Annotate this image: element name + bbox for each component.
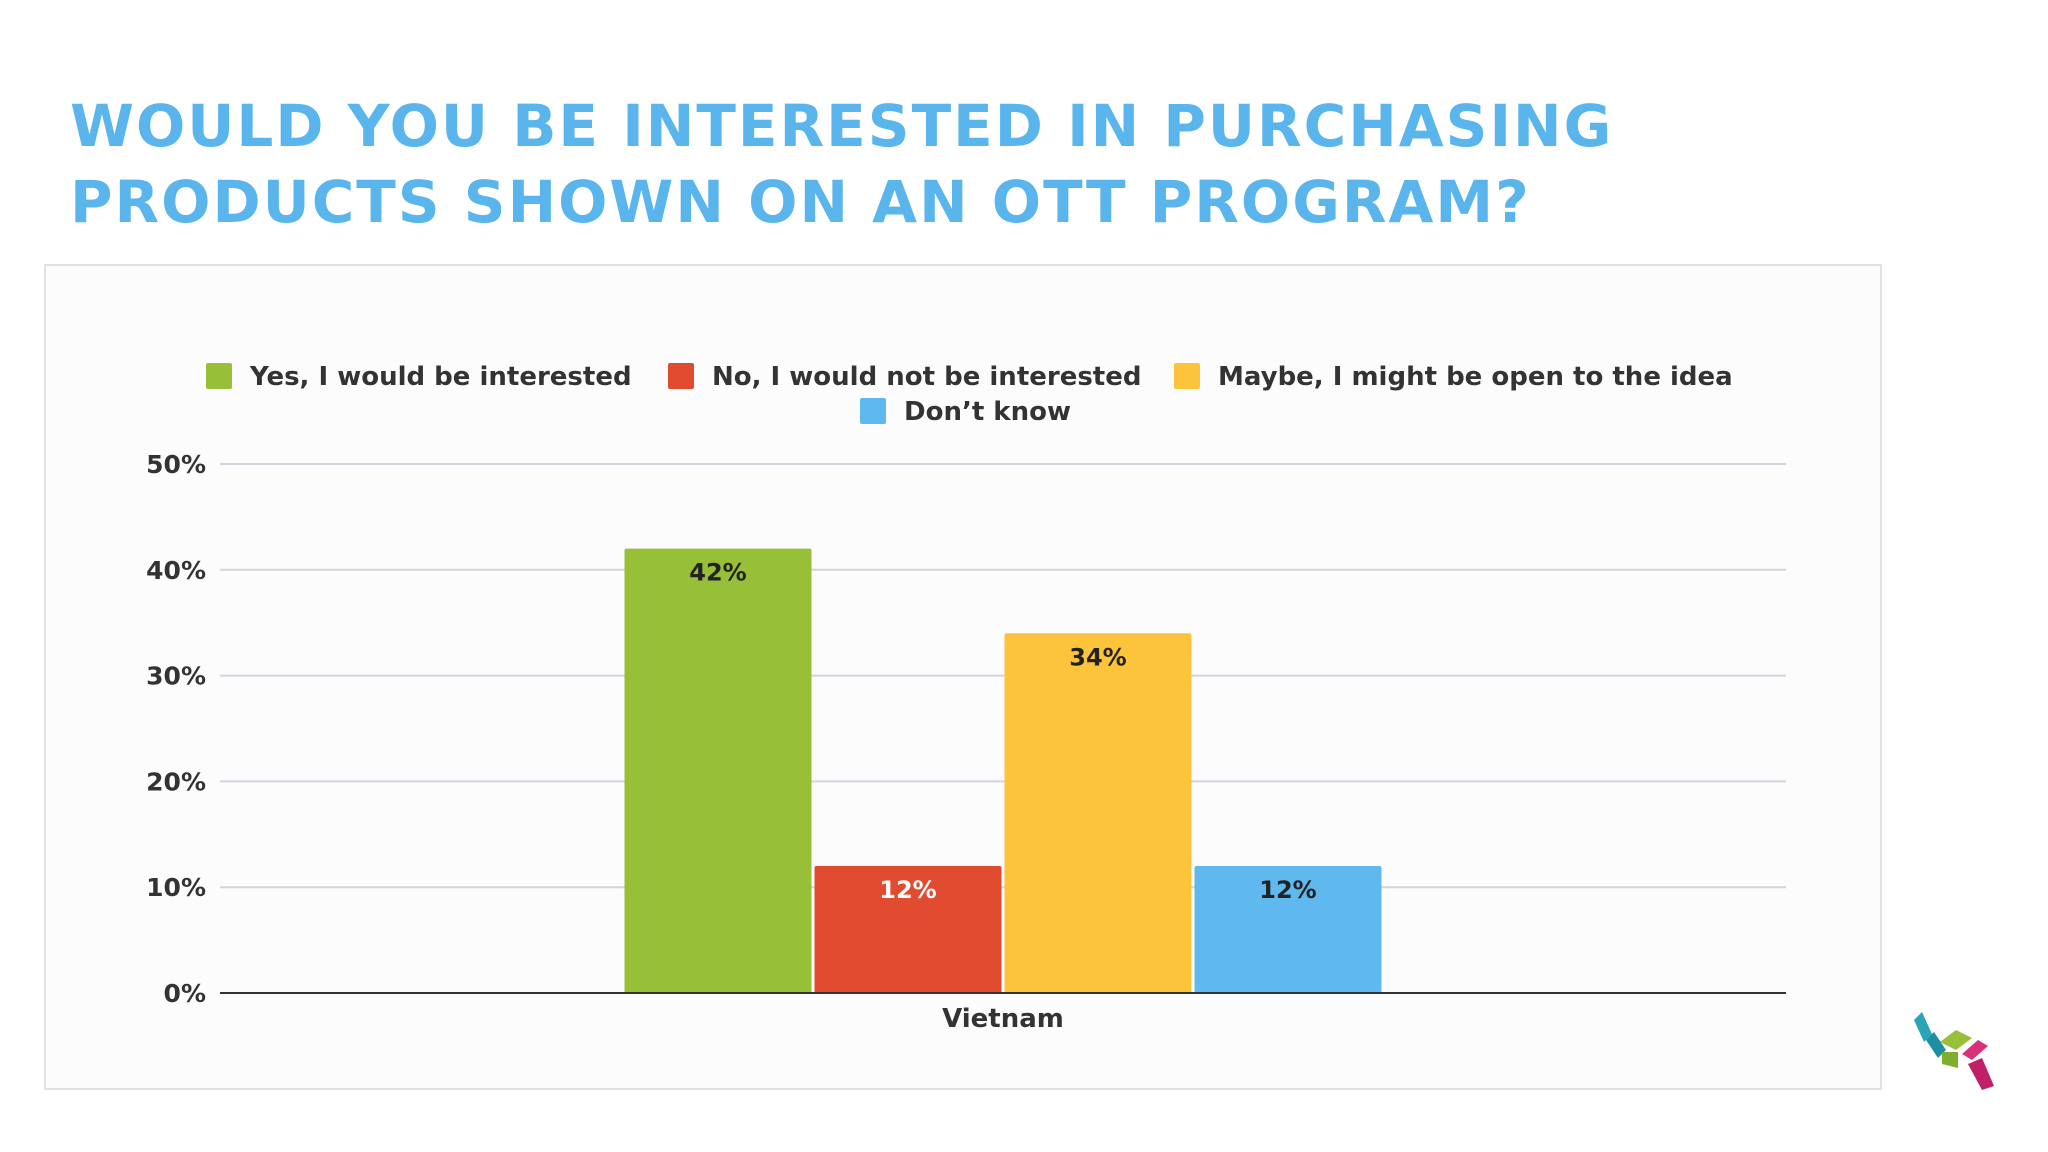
y-tick-label: 10% (146, 873, 206, 902)
y-tick-label: 50% (146, 450, 206, 479)
x-tick-label: Vietnam (942, 1004, 1064, 1034)
legend-swatch (860, 398, 886, 424)
y-tick-label: 30% (146, 662, 206, 691)
data-label: 42% (689, 559, 746, 587)
y-tick-label: 20% (146, 767, 206, 796)
bar (1004, 633, 1192, 993)
bar (814, 866, 1002, 993)
data-label: 12% (1259, 876, 1316, 904)
bar (624, 548, 812, 993)
bar (1194, 866, 1382, 993)
legend-swatch (668, 363, 694, 389)
legend-swatch (206, 363, 232, 389)
data-label: 34% (1069, 643, 1126, 671)
legend-label: Yes, I would be interested (249, 362, 632, 392)
cube-logo-icon (1914, 1012, 1994, 1090)
title-line-1: WOULD YOU BE INTERESTED IN PURCHASING (70, 92, 1614, 160)
chart-container: 0% 10% 20% 30% 40% 50% 42% 12% 34% 12% Vietnam Yes,… (44, 264, 1882, 1090)
legend-label: No, I would not be interested (712, 362, 1141, 392)
legend-swatch (1174, 363, 1200, 389)
y-tick-label: 40% (146, 556, 206, 585)
y-tick-label: 0% (164, 979, 206, 1008)
legend-label: Don’t know (904, 397, 1071, 427)
legend-label: Maybe, I might be open to the idea (1218, 362, 1733, 392)
title-line-2: PRODUCTS SHOWN ON AN OTT PROGRAM? (70, 168, 1531, 236)
page-title: WOULD YOU BE INTERESTED IN PURCHASING PR… (70, 88, 1870, 240)
bar-chart: 0% 10% 20% 30% 40% 50% 42% 12% 34% 12% Vietnam Yes,… (146, 362, 1786, 1034)
data-label: 12% (879, 876, 936, 904)
